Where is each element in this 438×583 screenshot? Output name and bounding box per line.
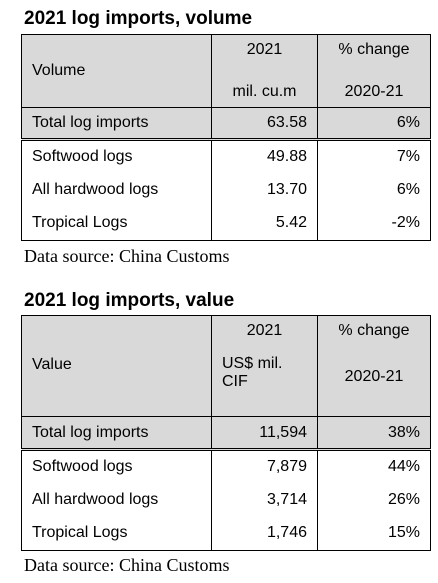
value-header-change: % change 2020-21 [317, 315, 431, 417]
row-value: 3,714 [211, 483, 318, 517]
row-change: -2% [317, 206, 431, 241]
value-header-year-text: 2021 [246, 322, 283, 339]
value-header-label: Value [21, 315, 212, 417]
volume-table-title: 2021 log imports, volume [24, 8, 253, 29]
value-header-period-text: 2020-21 [344, 368, 404, 385]
row-label: Softwood logs [21, 449, 212, 484]
volume-data-source: Data source: China Customs [24, 246, 230, 266]
row-change: 6% [317, 107, 431, 141]
value-data-source: Data source: China Customs [24, 555, 230, 575]
volume-header-unit-text: mil. cu.m [232, 83, 297, 100]
volume-table: Volume 2021 mil. cu.m % change 2020-21 T… [21, 34, 431, 241]
volume-header-year: 2021 mil. cu.m [211, 34, 318, 108]
value-row-hardwood: All hardwood logs 3,714 26% [21, 483, 431, 517]
value-row-tropical: Tropical Logs 1,746 15% [21, 516, 431, 551]
row-change: 7% [317, 139, 431, 174]
row-label: Softwood logs [21, 139, 212, 174]
row-label: All hardwood logs [21, 173, 212, 207]
volume-row-hardwood: All hardwood logs 13.70 6% [21, 173, 431, 207]
value-total-row: Total log imports 11,594 38% [21, 416, 431, 451]
volume-header-change: % change 2020-21 [317, 34, 431, 108]
row-value: 5.42 [211, 206, 318, 241]
row-label: Tropical Logs [21, 516, 212, 551]
volume-header-label-text: Volume [32, 62, 86, 79]
volume-header-row: Volume 2021 mil. cu.m % change 2020-21 [21, 34, 431, 108]
row-value: 63.58 [211, 107, 318, 141]
volume-row-softwood: Softwood logs 49.88 7% [21, 139, 431, 174]
value-header-year: 2021 US$ mil. CIF [211, 315, 318, 417]
row-change: 15% [317, 516, 431, 551]
row-value: 7,879 [211, 449, 318, 484]
value-header-label-text: Value [32, 356, 72, 373]
row-value: 11,594 [211, 416, 318, 451]
volume-header-period-text: 2020-21 [344, 83, 404, 100]
row-change: 6% [317, 173, 431, 207]
volume-header-year-text: 2021 [246, 41, 283, 58]
value-header-unit-line1: US$ mil. [222, 355, 283, 372]
value-table: Value 2021 US$ mil. CIF % change 2020-21… [21, 315, 431, 551]
value-row-softwood: Softwood logs 7,879 44% [21, 449, 431, 484]
volume-row-tropical: Tropical Logs 5.42 -2% [21, 206, 431, 241]
value-header-unit-line2: CIF [222, 373, 248, 390]
row-label: Total log imports [21, 416, 212, 451]
value-header-row: Value 2021 US$ mil. CIF % change 2020-21 [21, 315, 431, 417]
row-label: Tropical Logs [21, 206, 212, 241]
row-value: 1,746 [211, 516, 318, 551]
row-change: 44% [317, 449, 431, 484]
row-change: 38% [317, 416, 431, 451]
row-value: 13.70 [211, 173, 318, 207]
volume-header-change-text: % change [338, 41, 410, 58]
volume-total-row: Total log imports 63.58 6% [21, 107, 431, 141]
row-label: Total log imports [21, 107, 212, 141]
value-header-change-text: % change [338, 322, 410, 339]
row-label: All hardwood logs [21, 483, 212, 517]
row-change: 26% [317, 483, 431, 517]
value-table-title: 2021 log imports, value [24, 290, 235, 311]
volume-header-label: Volume [21, 34, 212, 108]
row-value: 49.88 [211, 139, 318, 174]
